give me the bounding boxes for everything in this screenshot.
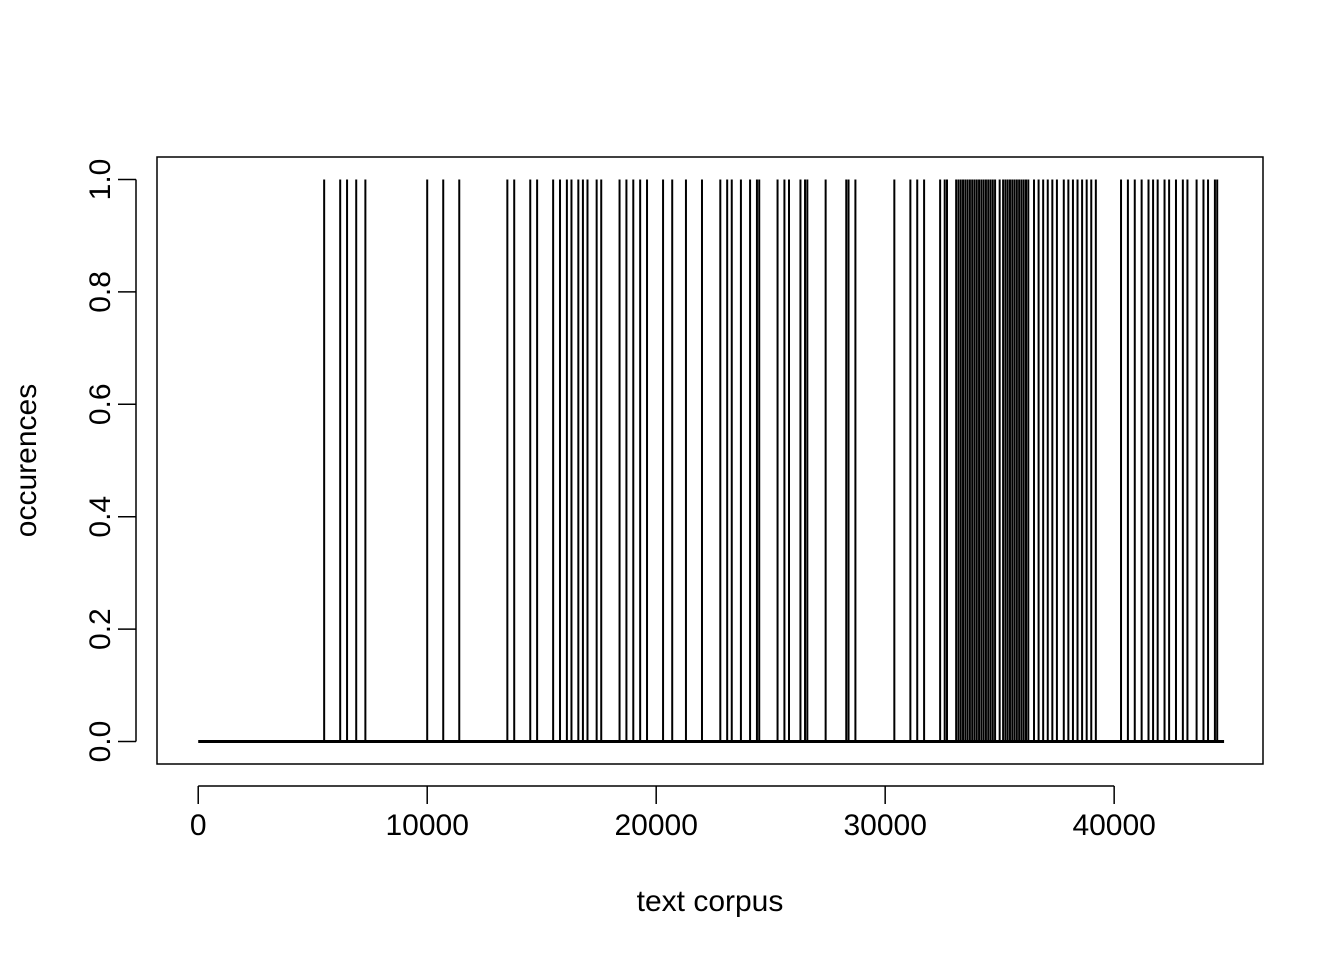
y-axis-title: occurences [10, 384, 43, 537]
x-tick-label: 30000 [843, 809, 926, 842]
y-tick-label: 1.0 [84, 159, 117, 201]
y-tick-label: 0.0 [84, 721, 117, 763]
x-axis-title: text corpus [637, 885, 784, 918]
x-tick-label: 40000 [1072, 809, 1155, 842]
y-axis: 0.0 0.2 0.4 0.6 0.8 1.0 [84, 159, 137, 763]
y-tick-label: 0.2 [84, 608, 117, 650]
y-tick-label: 0.8 [84, 271, 117, 313]
y-tick-label: 0.6 [84, 383, 117, 425]
y-tick-label: 0.4 [84, 496, 117, 538]
x-axis: 0 10000 20000 30000 40000 [190, 785, 1156, 842]
x-tick-label: 20000 [614, 809, 697, 842]
x-tick-label: 10000 [385, 809, 468, 842]
x-tick-label: 0 [190, 809, 207, 842]
plot-frame [156, 156, 1264, 765]
plot-area [198, 179, 1225, 744]
